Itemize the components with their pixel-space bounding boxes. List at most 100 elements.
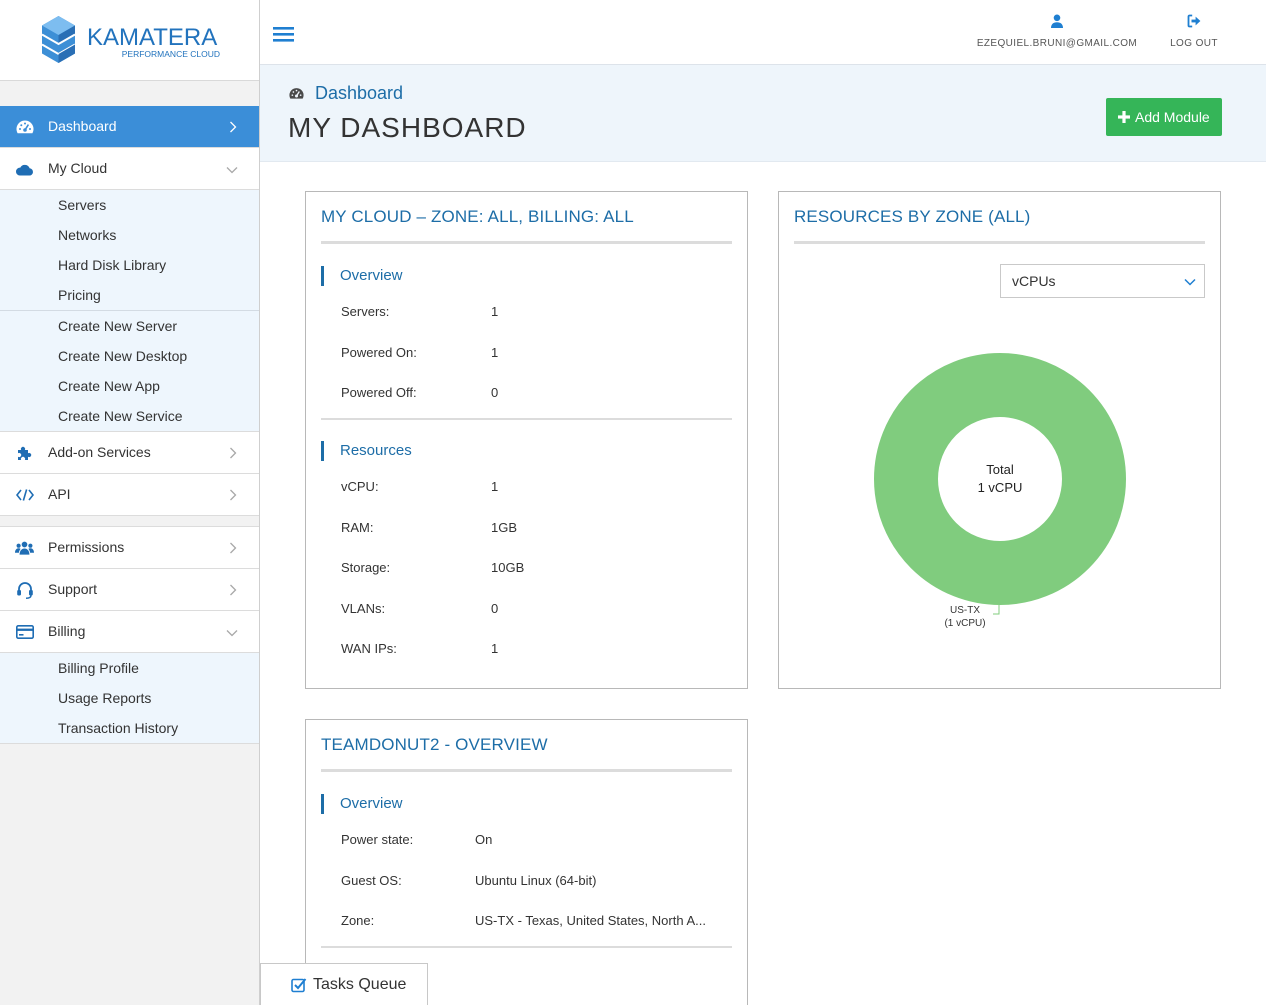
- sidebar-nav: Dashboard My Cloud Servers Networks Hard…: [0, 106, 259, 744]
- sidebar-item-label: Permissions: [48, 539, 125, 555]
- stat-row: Powered On: 1: [321, 333, 732, 374]
- user-account-link[interactable]: EZEQUIEL.BRUNI@GMAIL.COM: [957, 14, 1157, 50]
- stat-value: On: [475, 832, 493, 847]
- donut-slices: [874, 353, 1126, 605]
- card-title-rule: [794, 241, 1205, 244]
- sidebar-item-api[interactable]: API: [0, 474, 259, 516]
- stat-value: Ubuntu Linux (64-bit): [475, 872, 597, 888]
- sidebar-item-label: Add-on Services: [48, 444, 151, 460]
- resources-section: Resources vCPU: 1 RAM: 1GB Storage: 10GB…: [321, 441, 732, 670]
- resource-type-selected: vCPUs: [1012, 273, 1056, 289]
- sidebar-item-my-cloud[interactable]: My Cloud: [0, 148, 259, 190]
- chevron-down-icon: [226, 630, 238, 637]
- sidebar-subitem-networks[interactable]: Networks: [58, 227, 117, 243]
- stat-row: VLANs: 0: [321, 589, 732, 630]
- section-divider: [321, 418, 732, 420]
- dashboard-icon: [289, 88, 304, 99]
- resource-type-select[interactable]: vCPUs: [1000, 264, 1205, 298]
- stat-value: 1: [491, 304, 499, 319]
- card-title-rule: [321, 241, 732, 244]
- stat-label: vCPU:: [341, 479, 379, 494]
- page-header: Dashboard MY DASHBOARD Add Module: [260, 65, 1266, 162]
- sidebar-subitem-create-new-service[interactable]: Create New Service: [58, 408, 183, 424]
- stat-row: Storage: 10GB: [321, 548, 732, 589]
- donut-label-connector: [993, 605, 1000, 615]
- add-module-button[interactable]: Add Module: [1106, 98, 1222, 136]
- logo-name: KAMATERA: [87, 24, 218, 51]
- stat-row: Power state: On: [321, 820, 732, 861]
- sidebar-subitem-create-new-server[interactable]: Create New Server: [58, 318, 178, 334]
- my-cloud-card: MY CLOUD – ZONE: ALL, BILLING: ALL Overv…: [305, 191, 748, 689]
- donut-slice-us-tx[interactable]: [874, 353, 1126, 605]
- sidebar-item-label: Billing: [48, 623, 86, 639]
- chevron-down-icon: [226, 167, 238, 174]
- stat-row: Zone: US-TX - Texas, United States, Nort…: [321, 901, 732, 942]
- resources-by-zone-card: RESOURCES BY ZONE (ALL) vCPUs Total 1 vC…: [778, 191, 1221, 689]
- stat-label: Storage:: [341, 560, 391, 575]
- puzzle-icon: [15, 444, 34, 462]
- billing-submenu: Billing Profile Usage Reports Transactio…: [0, 653, 259, 744]
- sidebar-subitem-create-new-app[interactable]: Create New App: [58, 378, 160, 394]
- user-icon: [1051, 14, 1063, 28]
- sidebar-subitem-transaction-history[interactable]: Transaction History: [58, 720, 179, 736]
- section-heading: Resources: [321, 441, 732, 461]
- stat-row: Guest OS: Ubuntu Linux (64-bit): [321, 861, 732, 902]
- plus-icon: [1118, 111, 1130, 123]
- breadcrumb[interactable]: Dashboard: [315, 83, 404, 103]
- hamburger-icon[interactable]: [273, 26, 294, 42]
- check-square-icon: [291, 978, 307, 993]
- sign-out-icon: [1187, 14, 1201, 28]
- logout-label: LOG OUT: [1170, 38, 1218, 49]
- sidebar-item-billing[interactable]: Billing: [0, 611, 259, 653]
- donut-center-label: Total: [986, 462, 1014, 477]
- logout-button[interactable]: LOG OUT: [1154, 14, 1234, 50]
- overview-section: Overview Servers: 1 Powered On: 1 Powere…: [321, 266, 732, 414]
- users-icon: [15, 539, 34, 557]
- cloud-icon: [15, 160, 34, 178]
- my-cloud-submenu: Servers Networks Hard Disk Library Prici…: [0, 190, 259, 432]
- stat-label: RAM:: [341, 519, 374, 535]
- add-module-label: Add Module: [1135, 109, 1210, 125]
- headset-icon: [15, 581, 34, 599]
- chevron-right-icon: [230, 489, 237, 501]
- sidebar-subitem-servers[interactable]: Servers: [58, 197, 107, 213]
- stat-label: Power state:: [341, 832, 414, 847]
- chevron-down-icon: [1184, 278, 1196, 286]
- sidebar-item-add-on-services[interactable]: Add-on Services: [0, 432, 259, 474]
- card-title: TEAMDONUT2 - OVERVIEW: [321, 735, 548, 754]
- stat-label: Powered Off:: [341, 385, 417, 400]
- chevron-right-icon: [230, 121, 237, 133]
- zone-donut-chart: Total 1 vCPU US-TX (1 vCPU): [874, 353, 1126, 629]
- stat-row: Servers: 1: [321, 292, 732, 333]
- donut-slice-value: (1 vCPU): [944, 618, 985, 629]
- sidebar-subitem-create-new-desktop[interactable]: Create New Desktop: [58, 348, 188, 364]
- sidebar-subitem-pricing[interactable]: Pricing: [58, 287, 101, 303]
- sidebar-subitem-billing-profile[interactable]: Billing Profile: [58, 660, 139, 676]
- sidebar-item-label: Dashboard: [48, 118, 117, 134]
- sidebar-item-permissions[interactable]: Permissions: [0, 527, 259, 569]
- donut-center-value: 1 vCPU: [978, 480, 1023, 495]
- sidebar-subitem-hard-disk-library[interactable]: Hard Disk Library: [58, 257, 167, 273]
- card-title-rule: [321, 769, 732, 772]
- stat-row: RAM: 1GB: [321, 508, 732, 549]
- dashboard-icon: [15, 118, 34, 136]
- sidebar: KAMATERA PERFORMANCE CLOUD Dashboard: [0, 0, 260, 1005]
- stat-label: WAN IPs:: [341, 641, 397, 656]
- sidebar-subitem-usage-reports[interactable]: Usage Reports: [58, 690, 152, 706]
- submenu-divider: [0, 310, 259, 311]
- logo[interactable]: KAMATERA PERFORMANCE CLOUD: [0, 0, 259, 81]
- card-title: MY CLOUD – ZONE: ALL, BILLING: ALL: [321, 207, 634, 226]
- stat-label: Zone:: [341, 913, 375, 928]
- stat-label: Servers:: [341, 304, 390, 319]
- user-email: EZEQUIEL.BRUNI@GMAIL.COM: [976, 38, 1138, 49]
- chevron-right-icon: [230, 584, 237, 596]
- stat-value: 0: [491, 600, 499, 616]
- stat-value: 0: [491, 385, 499, 400]
- logo-tagline: PERFORMANCE CLOUD: [121, 49, 220, 59]
- sidebar-item-support[interactable]: Support: [0, 569, 259, 611]
- chevron-right-icon: [230, 447, 237, 459]
- sidebar-item-label: Support: [48, 581, 98, 597]
- sidebar-item-dashboard[interactable]: Dashboard: [0, 106, 259, 148]
- stat-value: 1: [491, 641, 499, 656]
- tasks-queue-tab[interactable]: Tasks Queue: [260, 963, 428, 1005]
